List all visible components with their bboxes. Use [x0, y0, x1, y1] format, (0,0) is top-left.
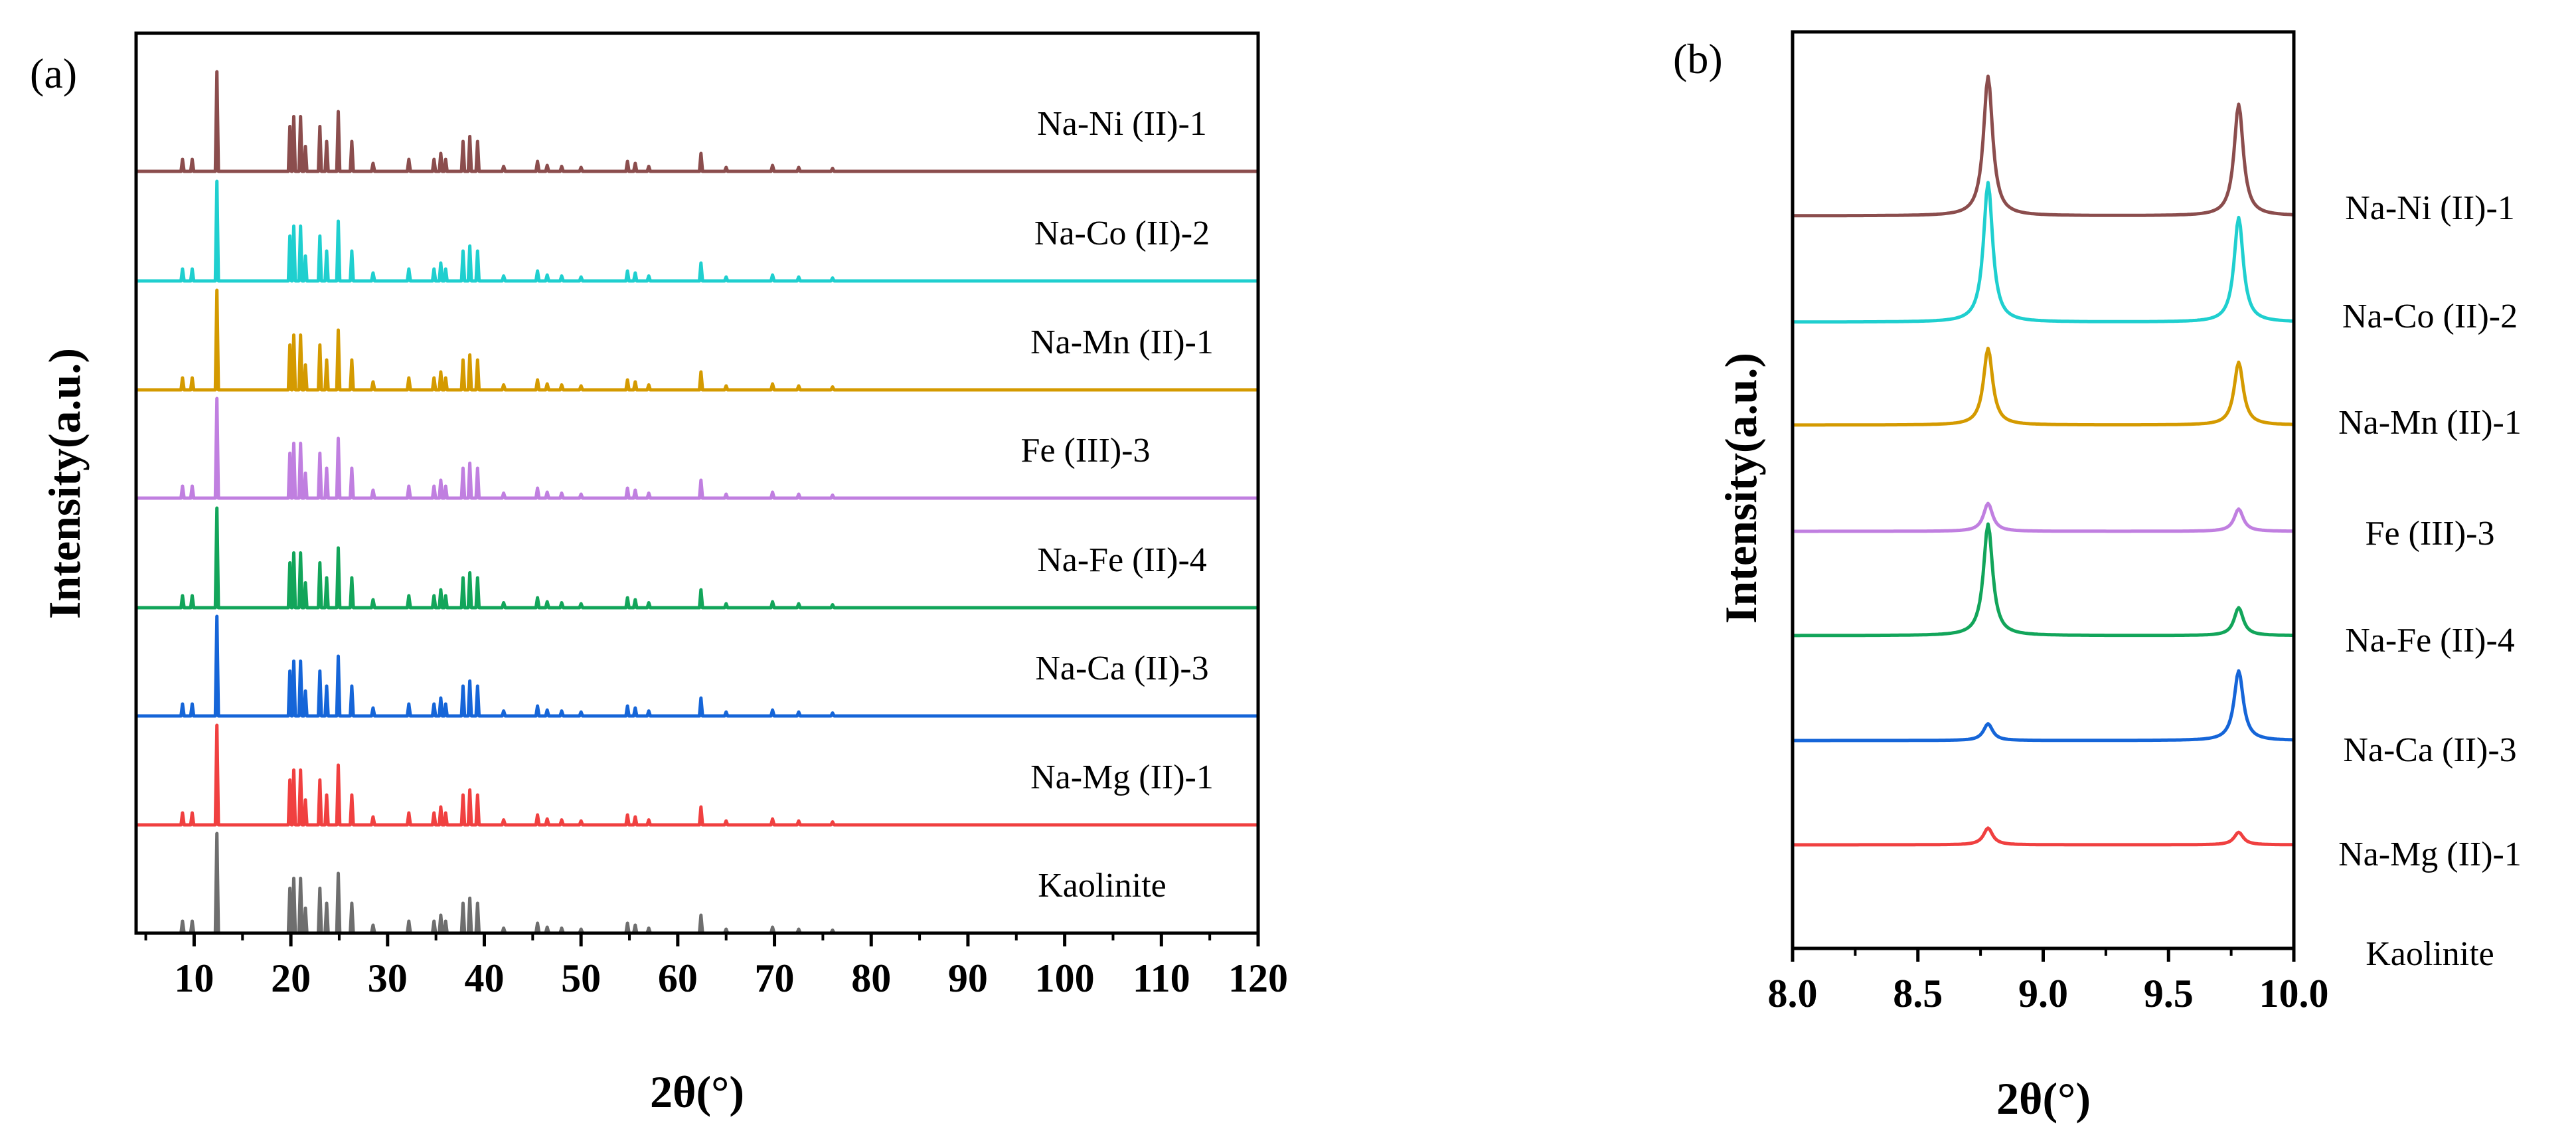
series-line-a-3: [136, 396, 1258, 500]
series-label-b-6: Na-Mg (II)-1: [2338, 836, 2522, 873]
xtick-label-a-6: 70: [755, 956, 795, 1000]
xtick-label-a-5: 60: [658, 956, 698, 1000]
xtick-label-b-1: 8.5: [1893, 972, 1943, 1015]
panel-a-series: Na-Ni (II)-1 Na-Co (II)-2 Na-Mn (II)-1 Fe (…: [136, 70, 1258, 935]
series-label-a-7: Kaolinite: [1038, 867, 1167, 905]
xtick-label-a-3: 40: [464, 956, 504, 1000]
series-label-a-2: Na-Mn (II)-1: [1030, 323, 1214, 361]
xtick-label-b-3: 9.5: [2144, 972, 2194, 1015]
series-line-b-3: [1793, 501, 2294, 533]
xtick-label-a-0: 10: [174, 956, 214, 1000]
series-line-b-2: [1793, 347, 2294, 427]
series-label-a-4: Na-Fe (II)-4: [1037, 541, 1207, 579]
series-label-a-6: Na-Mg (II)-1: [1030, 758, 1214, 796]
series-line-b-6: [1793, 826, 2294, 847]
series-label-b-4: Na-Fe (II)-4: [2345, 622, 2515, 660]
xtick-label-a-1: 20: [271, 956, 311, 1000]
series-label-b-0: Na-Ni (II)-1: [2345, 189, 2515, 227]
panel-a-xticks: 10 20 30 40 50 60 70 80 90 100 110 120: [144, 933, 1288, 1000]
xtick-label-a-8: 90: [948, 956, 988, 1000]
series-label-a-1: Na-Co (II)-2: [1034, 215, 1210, 252]
series-label-a-5: Na-Ca (II)-3: [1035, 650, 1208, 687]
panel-a-label: (a): [30, 50, 77, 97]
series-line-b-5: [1793, 669, 2294, 743]
xtick-label-b-4: 10.0: [2259, 972, 2329, 1015]
series-label-a-0: Na-Ni (II)-1: [1037, 105, 1207, 143]
panel-b-xlabel: 2θ(°): [1996, 1073, 2091, 1124]
panel-a-ylabel: Intensity(a.u.): [39, 348, 90, 619]
series-line-b-1: [1793, 181, 2294, 324]
series-line-b-4: [1793, 522, 2294, 638]
series-label-b-5: Na-Ca (II)-3: [2343, 731, 2516, 769]
panel-a-frame: [134, 31, 1260, 935]
panel-b-label: (b): [1673, 35, 1723, 82]
series-label-a-3: Fe (III)-3: [1021, 432, 1151, 470]
series-line-a-5: [136, 614, 1258, 718]
xtick-label-a-10: 110: [1133, 956, 1190, 1000]
series-label-b-3: Fe (III)-3: [2366, 515, 2495, 553]
panel-b-series: Na-Ni (II)-1 Na-Co (II)-2 Na-Mn (II)-1 Fe (…: [1793, 74, 2522, 973]
panel-b: (b) Na-Ni (II)-1 Na-Co (II)-2 Na-Mn (II)-1…: [1673, 30, 2522, 1124]
panel-a-xlabel: 2θ(°): [650, 1067, 744, 1117]
panel-b-ylabel: Intensity(a.u.): [1716, 353, 1766, 624]
xtick-label-a-11: 120: [1228, 956, 1288, 1000]
series-label-b-7: Kaolinite: [2366, 935, 2494, 973]
xtick-label-a-7: 80: [851, 956, 891, 1000]
series-label-b-1: Na-Co (II)-2: [2342, 298, 2518, 335]
xtick-label-a-4: 50: [561, 956, 601, 1000]
panel-b-frame: [1791, 30, 2296, 950]
series-line-a-1: [136, 179, 1258, 283]
series-line-a-0: [136, 70, 1258, 173]
panel-a: (a) Na-Ni (II)-1 Na-Co (II)-2 Na-Mn (II)-1…: [30, 31, 1288, 1117]
panel-b-xticks: 8.0 8.5 9.0 9.5 10.0: [1768, 948, 2329, 1015]
xtick-label-b-0: 8.0: [1768, 972, 1818, 1015]
series-line-a-2: [136, 288, 1258, 392]
xtick-label-a-9: 100: [1035, 956, 1095, 1000]
xtick-label-b-2: 9.0: [2018, 972, 2068, 1015]
series-line-a-4: [136, 506, 1258, 610]
xtick-label-a-2: 30: [368, 956, 408, 1000]
series-label-b-2: Na-Mn (II)-1: [2338, 404, 2522, 442]
series-line-a-6: [136, 723, 1258, 827]
series-line-b-0: [1793, 74, 2294, 218]
